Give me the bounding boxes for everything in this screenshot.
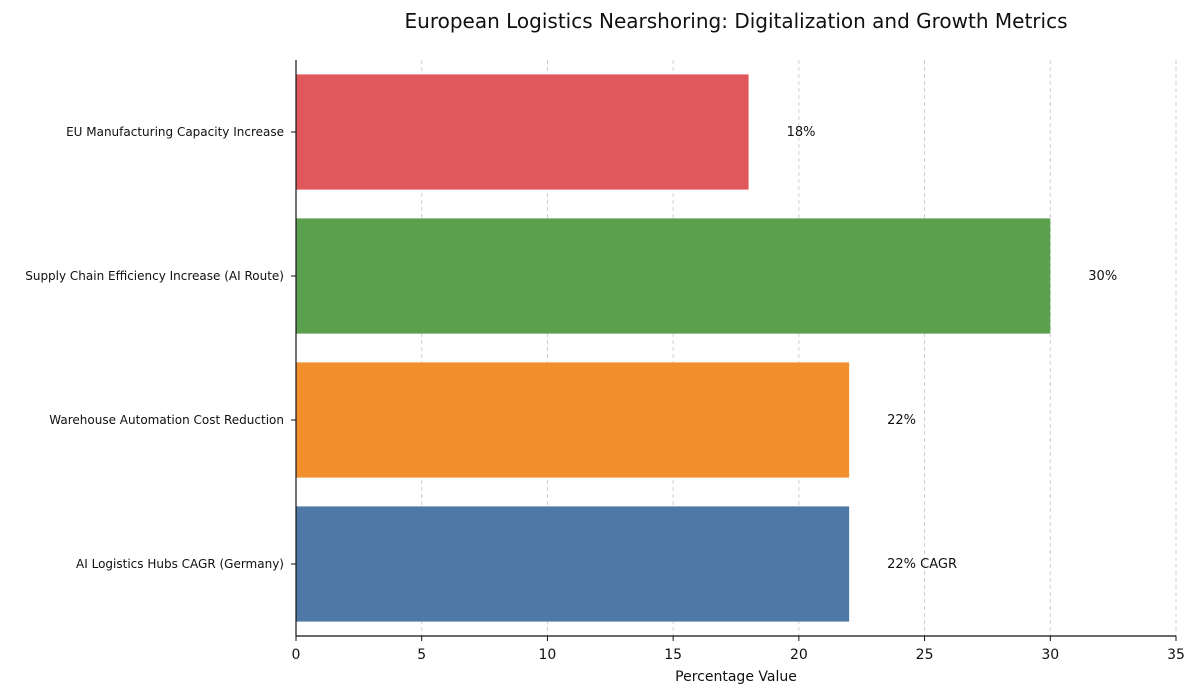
x-axis-title: Percentage Value bbox=[675, 669, 797, 685]
bar bbox=[296, 506, 850, 622]
axes bbox=[291, 60, 1177, 641]
bars bbox=[296, 74, 1051, 622]
data-label: 18% bbox=[787, 125, 816, 140]
category-label: Supply Chain Efficiency Increase (AI Rou… bbox=[25, 269, 284, 283]
data-label: 22% CAGR bbox=[887, 557, 957, 572]
chart-title: European Logistics Nearshoring: Digitali… bbox=[404, 9, 1068, 33]
bar bbox=[296, 218, 1051, 334]
x-tick-label: 15 bbox=[664, 647, 682, 663]
labels: 0 5 10 15 20 25 30 35 EU Manufacturing Capacity … bbox=[25, 125, 1185, 663]
x-tick-label: 10 bbox=[539, 647, 557, 663]
x-tick-label: 35 bbox=[1167, 647, 1185, 663]
x-tick-label: 30 bbox=[1041, 647, 1059, 663]
x-tick-label: 25 bbox=[916, 647, 934, 663]
data-label: 22% bbox=[887, 413, 916, 428]
category-label: AI Logistics Hubs CAGR (Germany) bbox=[76, 557, 284, 571]
bar bbox=[296, 362, 850, 478]
data-label: 30% bbox=[1088, 269, 1117, 284]
x-tick-label: 0 bbox=[292, 647, 301, 663]
category-label: Warehouse Automation Cost Reduction bbox=[49, 413, 284, 427]
category-label: EU Manufacturing Capacity Increase bbox=[66, 125, 284, 139]
x-tick-label: 20 bbox=[790, 647, 808, 663]
bar bbox=[296, 74, 749, 190]
x-tick-label: 5 bbox=[417, 647, 426, 663]
